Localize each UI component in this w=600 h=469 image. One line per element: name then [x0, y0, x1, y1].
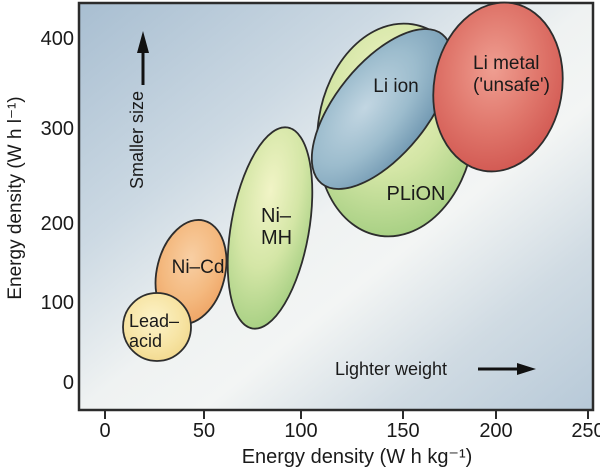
y-tick-label: 300 — [41, 118, 74, 140]
x-axis: 0 50 100 150 200 250 Energy density (W h… — [99, 410, 600, 468]
x-tick-label: 200 — [479, 420, 512, 442]
smaller-size-label: Smaller size — [127, 91, 147, 189]
x-tick-label: 100 — [284, 420, 317, 442]
y-tick-label: 400 — [41, 28, 74, 50]
x-tick-label: 150 — [386, 420, 419, 442]
x-axis-title: Energy density (W h kg⁻¹) — [242, 446, 473, 468]
label-ni-mh-line1: Ni– — [261, 205, 292, 227]
label-li-metal-line2: ('unsafe') — [473, 75, 550, 96]
y-tick-label: 0 — [63, 372, 74, 394]
label-lead-acid-line2: acid — [129, 331, 162, 351]
x-tick-label: 50 — [193, 420, 215, 442]
lighter-weight-annotation: Lighter weight — [335, 359, 536, 379]
ellipse-li-metal — [432, 1, 564, 173]
x-tick-label: 0 — [99, 420, 110, 442]
label-lead-acid-line1: Lead– — [129, 311, 179, 331]
label-plion: PLiON — [387, 183, 446, 205]
y-tick-label: 100 — [41, 292, 74, 314]
bubble-group — [122, 1, 564, 362]
y-axis: 400 300 200 100 0 Energy density (W h l⁻… — [5, 28, 74, 394]
ellipse-lead-acid — [122, 292, 192, 362]
up-arrowhead-icon — [137, 31, 149, 53]
y-tick-label: 200 — [41, 213, 74, 235]
label-li-ion: Li ion — [373, 76, 418, 97]
lighter-weight-label: Lighter weight — [335, 359, 447, 379]
y-axis-title: Energy density (W h l⁻¹) — [5, 96, 26, 299]
label-li-metal-line1: Li metal — [473, 53, 540, 74]
bubble-labels: Lead– acid Ni–Cd Ni– MH PLiON Li ion Li … — [129, 53, 550, 351]
x-tick-label: 250 — [571, 420, 600, 442]
ellipse-ni-mh — [226, 126, 314, 330]
label-ni-cd: Ni–Cd — [172, 257, 225, 278]
label-ni-mh-line2: MH — [261, 227, 292, 249]
smaller-size-annotation: Smaller size — [127, 31, 149, 189]
right-arrowhead-icon — [517, 363, 536, 375]
ellipse-li-ion — [310, 28, 454, 190]
